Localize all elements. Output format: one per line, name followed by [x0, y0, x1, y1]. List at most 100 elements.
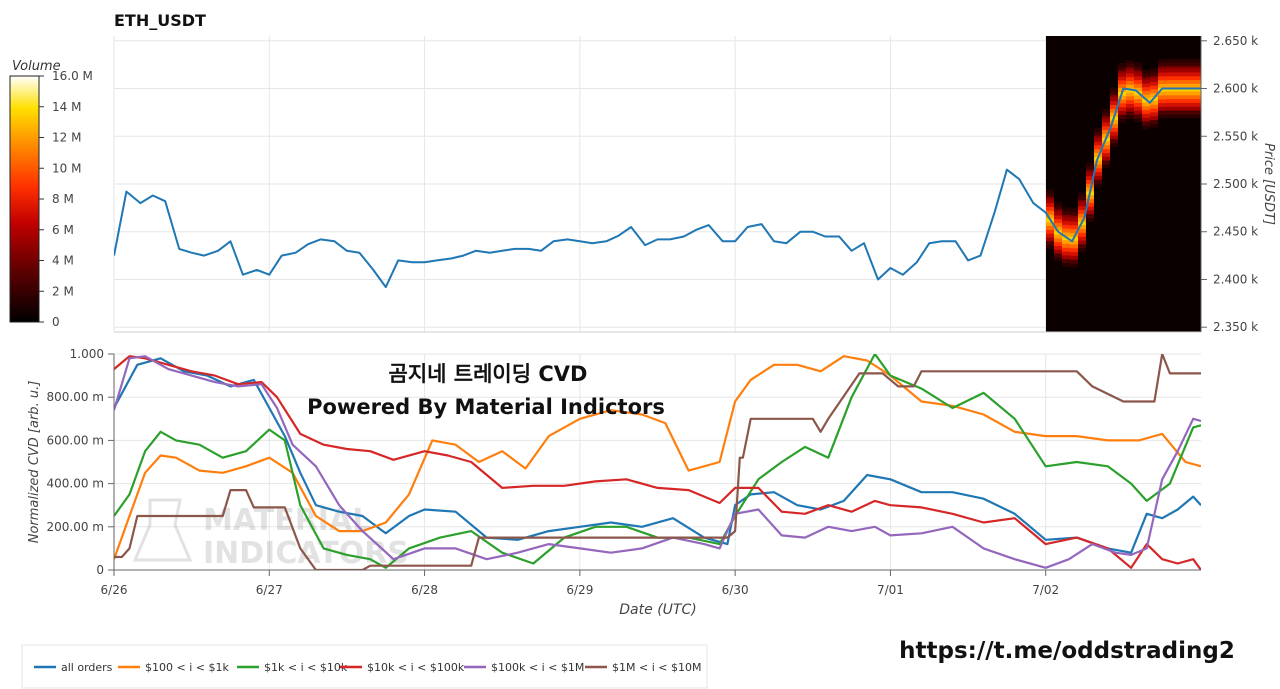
heatmap-cell — [1134, 85, 1142, 92]
heatmap-cell — [1126, 78, 1134, 85]
heatmap-cell — [1142, 85, 1150, 92]
heatmap-cell — [1118, 78, 1126, 85]
heatmap-cell — [1182, 74, 1190, 81]
colorbar-tick-label: 2 M — [52, 284, 74, 298]
heatmap-cell — [1078, 196, 1086, 203]
heatmap-cell — [1070, 246, 1078, 253]
price-heatmap — [1046, 36, 1201, 332]
heatmap-cell — [1142, 100, 1150, 107]
price-y-tick-label: 2.400 k — [1213, 272, 1258, 286]
heatmap-cell — [1182, 77, 1190, 84]
heatmap-cell — [1062, 207, 1070, 214]
price-y-axis-label: Price [USDT] — [1261, 143, 1276, 225]
heatmap-cell — [1102, 150, 1110, 157]
heatmap-cell — [1086, 208, 1094, 215]
heatmap-cell — [1094, 173, 1102, 180]
heatmap-cell — [1190, 104, 1198, 111]
heatmap-cell — [1054, 209, 1062, 216]
heatmap-cell — [1166, 81, 1174, 88]
heatmap-cell — [1094, 181, 1102, 188]
overlay-powered-by: Powered By Material Indictors — [307, 395, 665, 419]
heatmap-cell — [1102, 143, 1110, 150]
heatmap-cell — [1134, 77, 1142, 84]
heatmap-cell — [1142, 107, 1150, 114]
heatmap-cell — [1086, 215, 1094, 222]
heatmap-cell — [1198, 112, 1201, 119]
heatmap-cell — [1198, 77, 1201, 84]
legend-label-s100k: $100k < i < $1M — [491, 661, 584, 674]
price-y-tick-label: 2.350 k — [1213, 320, 1258, 334]
heatmap-cell — [1078, 192, 1086, 199]
heatmap-cell — [1110, 125, 1118, 132]
heatmap-cell — [1182, 58, 1190, 65]
heatmap-cell — [1070, 242, 1078, 249]
heatmap-cell — [1054, 247, 1062, 254]
heatmap-cell — [1150, 117, 1158, 124]
heatmap-cell — [1142, 104, 1150, 111]
heatmap-cell — [1190, 66, 1198, 73]
price-panel: 2.350 k 2.400 k 2.450 k 2.500 k 2.550 k 2.600… — [113, 34, 1276, 334]
heatmap-cell — [1046, 189, 1054, 196]
heatmap-cell — [1174, 58, 1182, 65]
heatmap-cell — [1174, 108, 1182, 115]
cvd-x-tick-label: 6/28 — [411, 583, 438, 597]
heatmap-cell — [1046, 227, 1054, 234]
heatmap-cell — [1198, 62, 1201, 69]
heatmap-cell — [1134, 104, 1142, 111]
heatmap-cell — [1094, 139, 1102, 146]
heatmap-cell — [1126, 109, 1134, 116]
heatmap-cell — [1054, 232, 1062, 239]
heatmap-cell — [1070, 253, 1078, 260]
heatmap-cell — [1166, 74, 1174, 81]
heatmap-cell — [1054, 213, 1062, 220]
heatmap-cell — [1110, 121, 1118, 128]
heatmap-cell — [1166, 77, 1174, 84]
heatmap-cell — [1198, 70, 1201, 77]
heatmap-cell — [1054, 251, 1062, 258]
heatmap-cell — [1046, 231, 1054, 238]
heatmap-cell — [1126, 75, 1134, 82]
cvd-y-tick-label: 1.000 — [70, 347, 104, 361]
heatmap-cell — [1062, 237, 1070, 244]
heatmap-cell — [1198, 89, 1201, 96]
heatmap-cell — [1110, 91, 1118, 98]
heatmap-cell — [1158, 81, 1166, 88]
legend: all orders $100 < i < $1k $1k < i < $10k $1… — [21, 644, 708, 689]
heatmap-cell — [1142, 119, 1150, 126]
heatmap-cell — [1158, 78, 1166, 85]
colorbar-ticks: 0 2 M 4 M 6 M 8 M 10 M 12 M 14 M 16.0 M — [39, 69, 93, 329]
heatmap-cell — [1158, 100, 1166, 107]
cvd-series-s1k — [114, 354, 1201, 569]
telegram-link[interactable]: https://t.me/oddstrading2 — [899, 638, 1235, 664]
heatmap-cell — [1198, 104, 1201, 111]
heatmap-cell — [1118, 93, 1126, 100]
heatmap-cell — [1126, 71, 1134, 78]
price-series-line — [114, 87, 1201, 289]
legend-label-all: all orders — [61, 661, 113, 674]
heatmap-cell — [1094, 162, 1102, 169]
colorbar-tick-label: 6 M — [52, 223, 74, 237]
heatmap-cell — [1182, 96, 1190, 103]
heatmap-cell — [1102, 139, 1110, 146]
overlay-title-korean: 곰지네 트레이딩 CVD — [389, 362, 588, 386]
heatmap-cell — [1070, 207, 1078, 214]
heatmap-cell — [1126, 82, 1134, 89]
heatmap-cell — [1158, 112, 1166, 119]
heatmap-cell — [1150, 83, 1158, 90]
legend-label-s1m: $1M < i < $10M — [612, 661, 701, 674]
heatmap-cell — [1174, 66, 1182, 73]
heatmap-cell — [1198, 58, 1201, 65]
cvd-x-ticks: 6/26 6/27 6/28 6/29 6/30 7/01 7/02 — [101, 570, 1059, 597]
price-y-ticks: 2.350 k 2.400 k 2.450 k 2.500 k 2.550 k 2.600… — [1201, 34, 1258, 334]
colorbar-title: Volume — [12, 59, 61, 74]
heatmap-cell — [1182, 70, 1190, 77]
heatmap-cell — [1046, 208, 1054, 215]
heatmap-cell — [1190, 58, 1198, 65]
heatmap-cell — [1086, 177, 1094, 184]
cvd-x-axis-label: Date (UTC) — [619, 602, 696, 618]
heatmap-cell — [1078, 223, 1086, 230]
cvd-series-s100 — [114, 355, 1201, 560]
heatmap-cell — [1078, 204, 1086, 211]
heatmap-cell — [1094, 166, 1102, 173]
heatmap-cell — [1102, 158, 1110, 165]
